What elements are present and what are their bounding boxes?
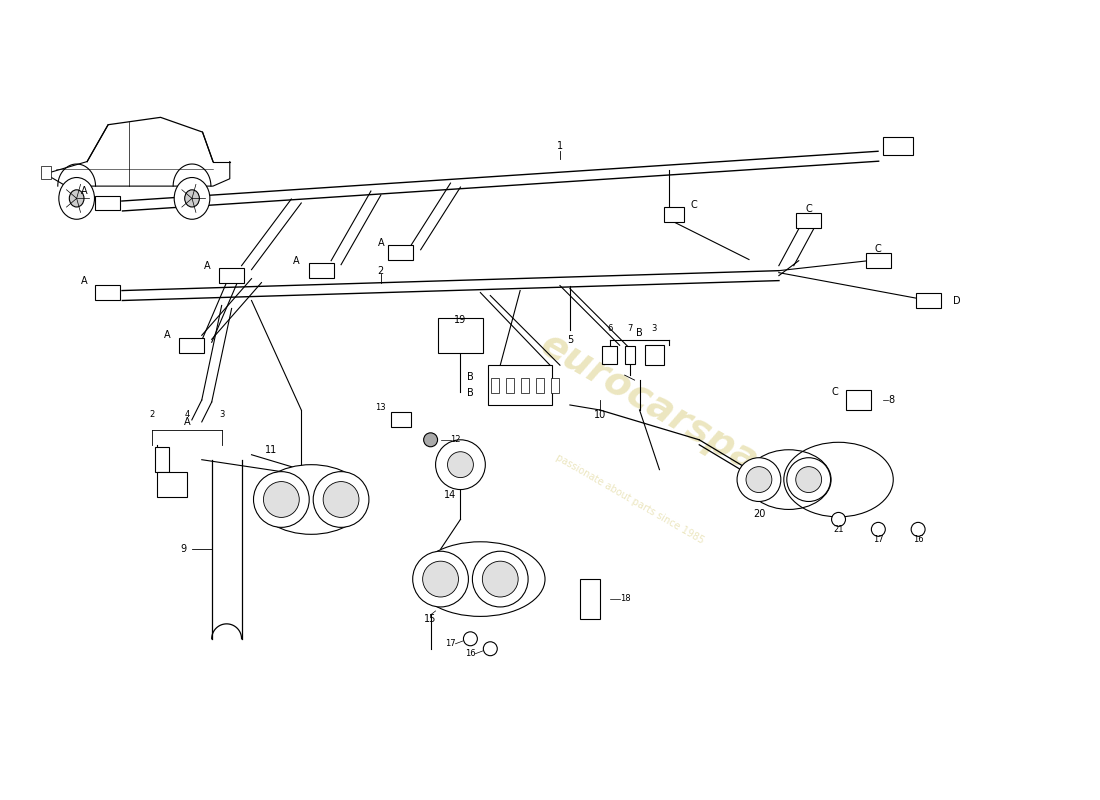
Circle shape [737, 458, 781, 502]
Text: 4: 4 [184, 410, 189, 419]
Text: 19: 19 [454, 315, 466, 326]
Text: 17: 17 [873, 534, 883, 544]
Text: 6: 6 [607, 324, 613, 333]
Bar [219, 268, 244, 283]
Text: 3: 3 [219, 410, 224, 419]
Bar [154, 447, 169, 472]
Bar [664, 207, 684, 222]
Bar [580, 579, 600, 619]
Bar [602, 346, 617, 364]
Circle shape [482, 561, 518, 597]
Circle shape [746, 466, 772, 493]
Bar [866, 254, 891, 268]
Text: B: B [636, 328, 642, 338]
Text: A: A [80, 186, 87, 196]
Text: B: B [468, 372, 474, 382]
Bar [883, 138, 913, 155]
Bar [551, 378, 559, 393]
Bar [157, 472, 187, 497]
Bar [309, 263, 333, 278]
Text: 2: 2 [377, 266, 384, 276]
Circle shape [463, 632, 477, 646]
Circle shape [314, 472, 369, 527]
Text: A: A [164, 330, 170, 340]
Text: 21: 21 [834, 525, 844, 534]
Text: 9: 9 [180, 544, 187, 554]
Circle shape [323, 482, 359, 518]
Bar [796, 214, 821, 228]
Circle shape [448, 452, 473, 478]
Bar [506, 378, 514, 393]
Bar [390, 413, 410, 427]
Text: 20: 20 [752, 510, 766, 519]
Bar [95, 285, 120, 300]
Bar [625, 346, 635, 364]
Text: A: A [377, 238, 384, 248]
Bar [846, 390, 871, 410]
Text: 14: 14 [444, 490, 456, 499]
Bar [645, 346, 664, 365]
Text: passionate about parts since 1985: passionate about parts since 1985 [553, 453, 705, 546]
Bar [388, 246, 414, 260]
Ellipse shape [256, 465, 366, 534]
Bar [179, 338, 205, 353]
Text: C: C [832, 387, 838, 397]
Circle shape [911, 522, 925, 536]
Circle shape [832, 513, 846, 526]
Bar [915, 293, 940, 308]
Text: 7: 7 [627, 324, 632, 333]
Text: 1: 1 [557, 142, 563, 151]
Circle shape [871, 522, 886, 536]
Circle shape [264, 482, 299, 518]
Text: 16: 16 [465, 650, 475, 658]
Circle shape [472, 551, 528, 607]
Text: 5: 5 [566, 335, 573, 346]
Circle shape [795, 466, 822, 493]
Bar [521, 378, 529, 393]
Bar [536, 378, 544, 393]
Circle shape [412, 551, 469, 607]
Text: 12: 12 [451, 435, 461, 444]
Circle shape [422, 561, 459, 597]
Ellipse shape [416, 542, 544, 617]
Bar [492, 378, 499, 393]
Circle shape [424, 433, 438, 446]
Bar [487, 365, 552, 405]
Text: 16: 16 [913, 534, 923, 544]
Text: 10: 10 [594, 410, 606, 420]
Text: 8: 8 [889, 395, 894, 405]
Text: 11: 11 [265, 445, 277, 454]
Circle shape [253, 472, 309, 527]
Ellipse shape [747, 450, 832, 510]
Text: C: C [805, 204, 812, 214]
Text: eurocarspares: eurocarspares [534, 325, 825, 515]
Text: C: C [874, 244, 882, 254]
Text: 18: 18 [619, 594, 630, 603]
Circle shape [786, 458, 830, 502]
Text: 3: 3 [652, 324, 657, 333]
Circle shape [483, 642, 497, 656]
Bar [438, 318, 483, 353]
Text: D: D [953, 295, 960, 306]
Text: 15: 15 [425, 614, 437, 624]
Text: 13: 13 [375, 403, 386, 413]
Bar [95, 195, 120, 210]
Text: C: C [691, 200, 697, 210]
Text: A: A [184, 417, 190, 427]
Text: A: A [293, 256, 299, 266]
Text: 17: 17 [444, 639, 455, 648]
Text: A: A [204, 261, 210, 270]
Text: 2: 2 [150, 410, 155, 419]
Circle shape [436, 440, 485, 490]
Text: B: B [468, 388, 474, 398]
Text: A: A [80, 276, 87, 286]
